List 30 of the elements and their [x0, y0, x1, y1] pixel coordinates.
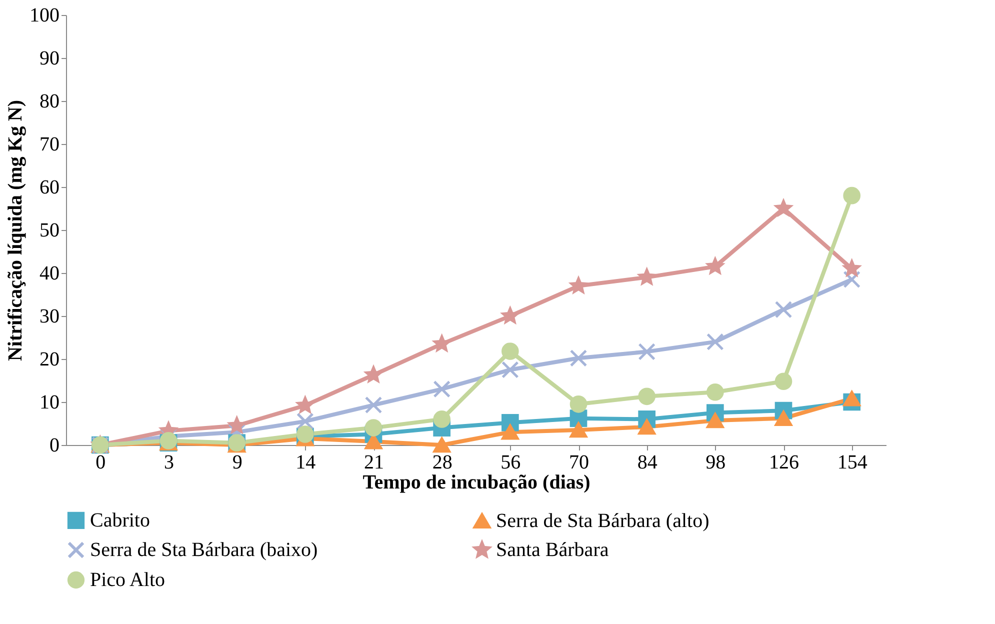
legend-label: Serra de Sta Bárbara (alto): [496, 510, 710, 532]
x-tick-label: 3: [164, 452, 174, 474]
y-tick-label: 80: [40, 90, 60, 112]
x-tick-label: 84: [637, 452, 658, 474]
legend-label: Pico Alto: [90, 569, 166, 591]
y-tick-label: 0: [50, 434, 60, 456]
x-tick-label: 0: [96, 452, 106, 474]
legend-label: Cabrito: [90, 509, 150, 532]
x-axis-title: Tempo de incubação (dias): [362, 472, 590, 494]
y-tick-label: 90: [40, 48, 60, 70]
y-axis-title: Nitrificação líquida (mg Kg N): [4, 100, 26, 362]
y-tick-label: 50: [40, 220, 60, 242]
x-tick-label: 98: [706, 452, 726, 474]
x-tick-label: 56: [500, 452, 521, 474]
legend-label: Santa Bárbara: [496, 539, 609, 561]
x-tick-label: 70: [569, 452, 589, 474]
y-tick-label: 40: [40, 262, 60, 284]
y-tick-label: 100: [30, 4, 60, 26]
y-tick-label: 10: [40, 392, 60, 414]
y-tick-label: 60: [40, 176, 60, 198]
legend-label: Serra de Sta Bárbara (baixo): [90, 539, 318, 561]
x-tick-label: 21: [364, 452, 384, 474]
x-tick-label: 14: [296, 452, 316, 474]
x-tick-label: 126: [769, 452, 799, 474]
y-tick-label: 70: [40, 134, 60, 156]
y-tick-label: 20: [40, 348, 60, 370]
x-tick-label: 9: [232, 452, 242, 474]
x-tick-label: 28: [432, 452, 452, 474]
x-tick-label: 154: [837, 452, 868, 474]
y-tick-label: 30: [40, 306, 60, 328]
